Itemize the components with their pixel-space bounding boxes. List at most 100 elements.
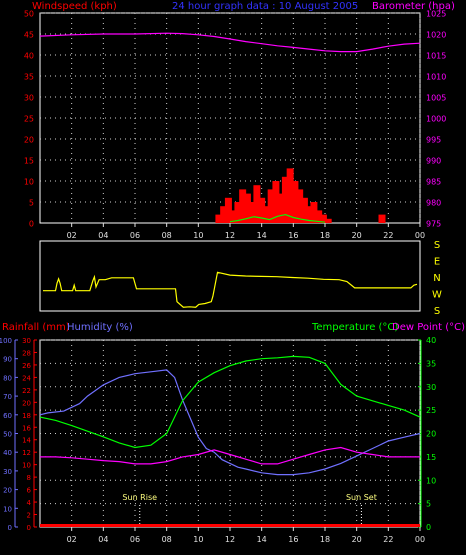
rainfall-tick-label: 26 xyxy=(22,362,31,370)
windspeed-bar xyxy=(291,181,299,223)
rainfall-tick-label: 2 xyxy=(27,512,31,520)
windspeed-bar xyxy=(378,214,386,223)
windspeed-bar xyxy=(220,206,228,223)
direction-label: S xyxy=(434,306,440,317)
temperature-tick-label: 25 xyxy=(426,406,436,415)
direction-label: W xyxy=(432,290,442,301)
wind-direction-frame xyxy=(39,240,421,312)
time-tick-label: 16 xyxy=(288,231,298,240)
humidity-axis-ticks: 0 10 20 30 40 50 60 70 80 90 100 xyxy=(0,337,18,532)
time-tick-label: 08 xyxy=(162,535,172,544)
temperature-line xyxy=(39,355,421,449)
barometer-tick-label: 1025 xyxy=(426,10,446,19)
sun-marker-label: Sun Set xyxy=(346,493,377,502)
humidity-line xyxy=(39,369,421,476)
rainfall-tick-label: 18 xyxy=(22,412,31,420)
humidity-tick-label: 30 xyxy=(3,468,12,476)
time-tick-label: 12 xyxy=(225,231,235,240)
rainfall-tick-label: 22 xyxy=(22,387,31,395)
rainfall-tick-label: 6 xyxy=(27,487,32,495)
windspeed-bar xyxy=(229,210,237,223)
time-tick-label: 00 xyxy=(415,231,425,240)
rainfall-tick-label: 4 xyxy=(27,499,32,507)
windspeed-tick-label: 35 xyxy=(24,73,34,82)
rainfall-tick-label: 16 xyxy=(22,424,31,432)
barometer-tick-label: 995 xyxy=(426,136,441,145)
time-tick-label: 04 xyxy=(98,231,108,240)
rainfall-tick-label: 10 xyxy=(22,462,31,470)
windspeed-bar xyxy=(267,189,275,223)
windspeed-bar xyxy=(224,197,232,223)
wind-barometer-grid xyxy=(40,12,421,223)
humidity-tick-label: 40 xyxy=(3,449,12,457)
windspeed-tick-label: 40 xyxy=(24,52,34,61)
windspeed-tick-label: 30 xyxy=(24,94,34,103)
time-tick-label: 10 xyxy=(193,535,203,544)
windspeed-tick-label: 25 xyxy=(24,115,34,124)
windspeed-bar xyxy=(300,197,308,223)
time-tick-label: 10 xyxy=(193,231,203,240)
temperature-tick-label: 35 xyxy=(426,359,436,368)
windspeed-bar xyxy=(310,202,318,223)
windspeed-bar xyxy=(248,202,256,223)
humidity-tick-label: 80 xyxy=(3,374,12,382)
time-tick-label: 16 xyxy=(288,535,298,544)
barometer-tick-label: 975 xyxy=(426,220,441,229)
humidity-tick-label: 70 xyxy=(3,393,12,401)
time-tick-label: 06 xyxy=(130,231,140,240)
time-tick-label: 02 xyxy=(67,535,77,544)
rainfall-tick-label: 28 xyxy=(22,349,31,357)
humidity-axis-label: Humidity (%) xyxy=(67,322,133,333)
time-tick-label: 22 xyxy=(383,535,393,544)
humidity-tick-label: 20 xyxy=(3,487,12,495)
temperature-tick-label: 5 xyxy=(426,500,431,509)
windspeed-bar xyxy=(272,181,280,223)
rainfall-tick-label: 24 xyxy=(22,374,31,382)
rainfall-tick-label: 20 xyxy=(22,399,31,407)
chart-title: 24 hour graph data : 10 August 2005 xyxy=(172,1,358,12)
gust-line xyxy=(229,213,326,223)
windspeed-axis-ticks: 0 5 10 15 20 25 30 35 40 45 50 xyxy=(24,10,34,229)
windspeed-tick-label: 45 xyxy=(24,31,34,40)
windspeed-bar xyxy=(296,189,304,223)
rainfall-axis-label: Rainfall (mm) xyxy=(2,322,70,333)
time-tick-label: 04 xyxy=(98,535,108,544)
time-tick-label: 02 xyxy=(67,231,77,240)
rainfall-tick-label: 12 xyxy=(22,449,31,457)
windspeed-bar xyxy=(286,168,294,223)
sun-markers: Sun Rise Sun Set xyxy=(122,493,377,527)
windspeed-tick-label: 0 xyxy=(29,220,34,229)
windspeed-bars xyxy=(215,168,386,223)
temperature-tick-label: 15 xyxy=(426,453,436,462)
barometer-tick-label: 1010 xyxy=(426,73,446,82)
direction-label: N xyxy=(433,273,440,284)
windspeed-bar xyxy=(315,210,323,223)
windspeed-bar xyxy=(277,193,285,223)
windspeed-bar xyxy=(234,202,242,223)
time-tick-label: 00 xyxy=(415,535,425,544)
barometer-tick-label: 985 xyxy=(426,178,441,187)
barometer-tick-label: 1000 xyxy=(426,115,446,124)
temperature-tick-label: 30 xyxy=(426,383,436,392)
temperature-tick-label: 0 xyxy=(426,523,431,532)
direction-label: S xyxy=(434,240,440,251)
windspeed-bar xyxy=(305,206,313,223)
temperature-axis-label: Temperature (°C) xyxy=(311,322,398,333)
rainfall-tick-label: 14 xyxy=(22,437,31,445)
barometer-axis-label: Barometer (hpa) xyxy=(372,1,455,12)
windspeed-tick-label: 20 xyxy=(24,136,34,145)
windspeed-bar xyxy=(281,176,289,223)
rainfall-tick-label: 0 xyxy=(27,524,31,532)
dewpoint-axis-label: Dew Point (°C) xyxy=(392,322,465,333)
humidity-tick-label: 90 xyxy=(3,356,12,364)
barometer-tick-label: 1005 xyxy=(426,94,446,103)
time-tick-label: 20 xyxy=(352,231,362,240)
temperature-axis-ticks: 0 5 10 15 20 25 30 35 40 xyxy=(418,336,436,532)
windspeed-bar xyxy=(258,197,266,223)
time-tick-label: 08 xyxy=(162,231,172,240)
windspeed-tick-label: 5 xyxy=(29,199,34,208)
barometer-tick-label: 980 xyxy=(426,199,441,208)
